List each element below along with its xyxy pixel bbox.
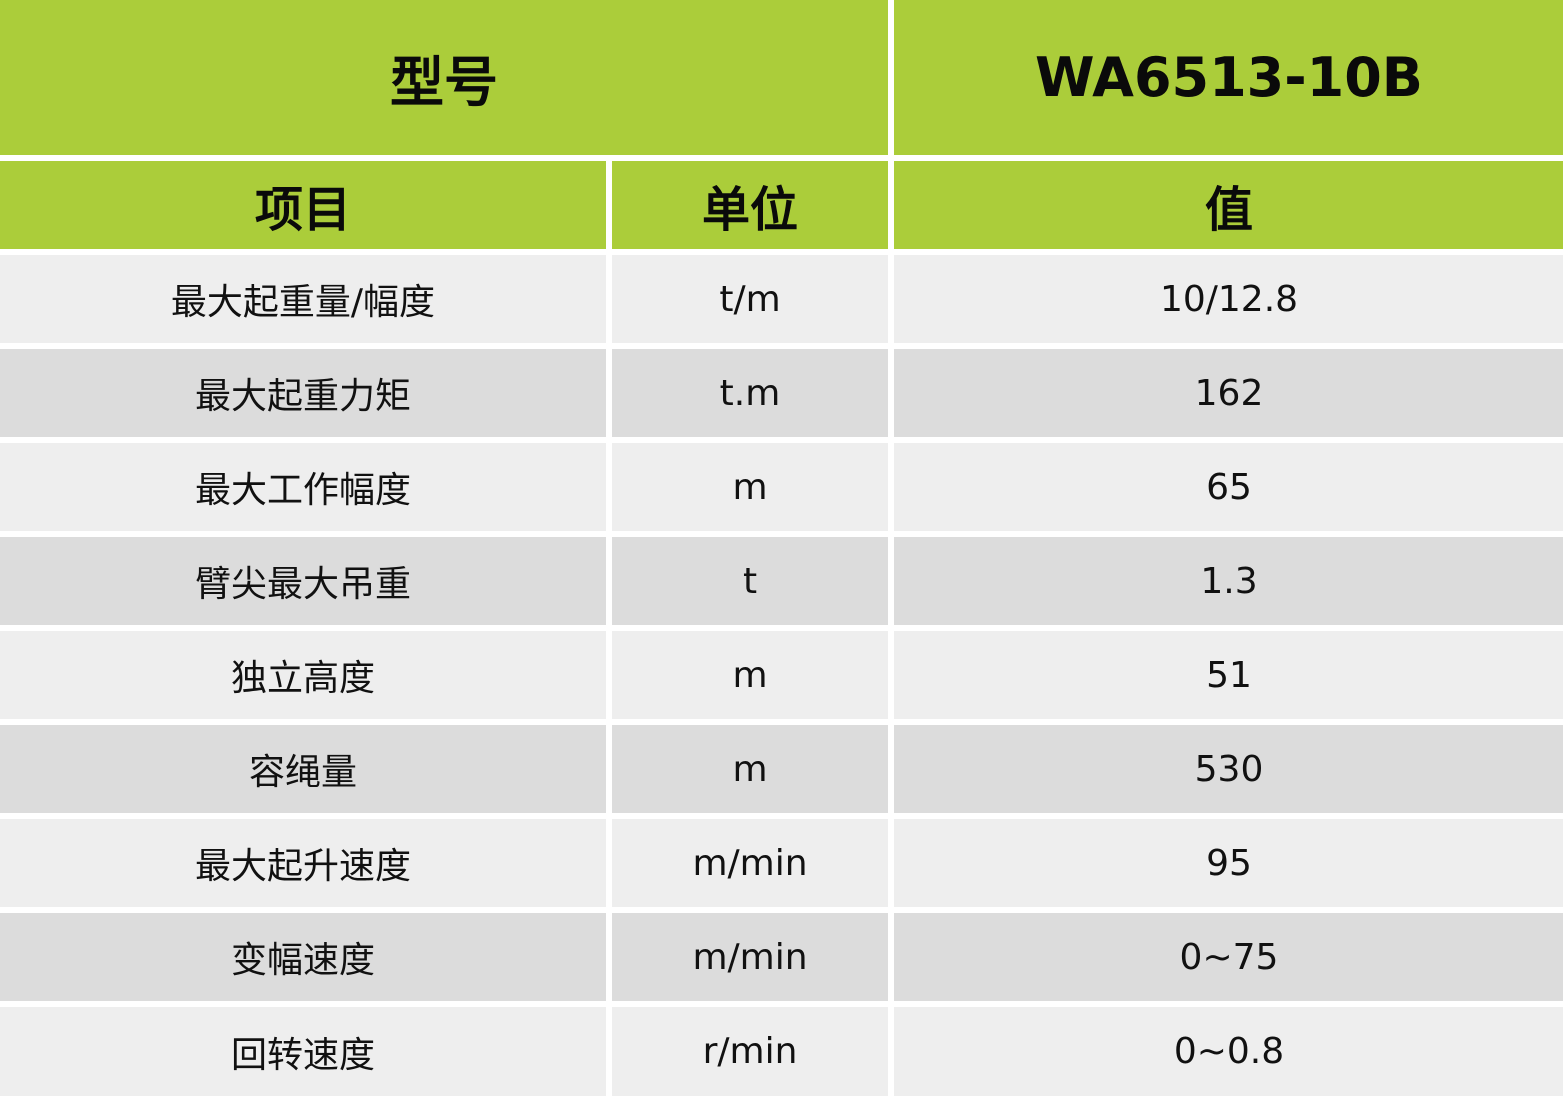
table-cell-item: 最大工作幅度 (0, 443, 606, 531)
table-cell-unit: r/min (612, 1007, 888, 1096)
table-cell-item: 最大起重力矩 (0, 349, 606, 437)
table-cell-unit: m (612, 725, 888, 813)
table-cell-value: 95 (894, 819, 1563, 907)
table-cell-item: 最大起重量/幅度 (0, 255, 606, 343)
table-cell-item: 变幅速度 (0, 913, 606, 1001)
table-cell-unit: t (612, 537, 888, 625)
table-cell-item: 最大起升速度 (0, 819, 606, 907)
table-cell-value: 162 (894, 349, 1563, 437)
column-header-unit: 单位 (612, 161, 888, 249)
table-cell-item: 臂尖最大吊重 (0, 537, 606, 625)
column-header-value: 值 (894, 161, 1563, 249)
column-header-item: 项目 (0, 161, 606, 249)
table-cell-value: 0~75 (894, 913, 1563, 1001)
table-cell-value: 51 (894, 631, 1563, 719)
model-label: 型号 (0, 0, 888, 155)
table-cell-value: 1.3 (894, 537, 1563, 625)
table-cell-unit: t.m (612, 349, 888, 437)
table-cell-value: 65 (894, 443, 1563, 531)
table-cell-value: 10/12.8 (894, 255, 1563, 343)
table-cell-item: 回转速度 (0, 1007, 606, 1096)
table-cell-unit: m/min (612, 819, 888, 907)
table-cell-unit: m (612, 443, 888, 531)
table-cell-item: 容绳量 (0, 725, 606, 813)
table-cell-value: 0~0.8 (894, 1007, 1563, 1096)
table-cell-value: 530 (894, 725, 1563, 813)
table-cell-unit: m (612, 631, 888, 719)
table-cell-unit: m/min (612, 913, 888, 1001)
table-cell-item: 独立高度 (0, 631, 606, 719)
table-cell-unit: t/m (612, 255, 888, 343)
model-value: WA6513-10B (894, 0, 1563, 155)
